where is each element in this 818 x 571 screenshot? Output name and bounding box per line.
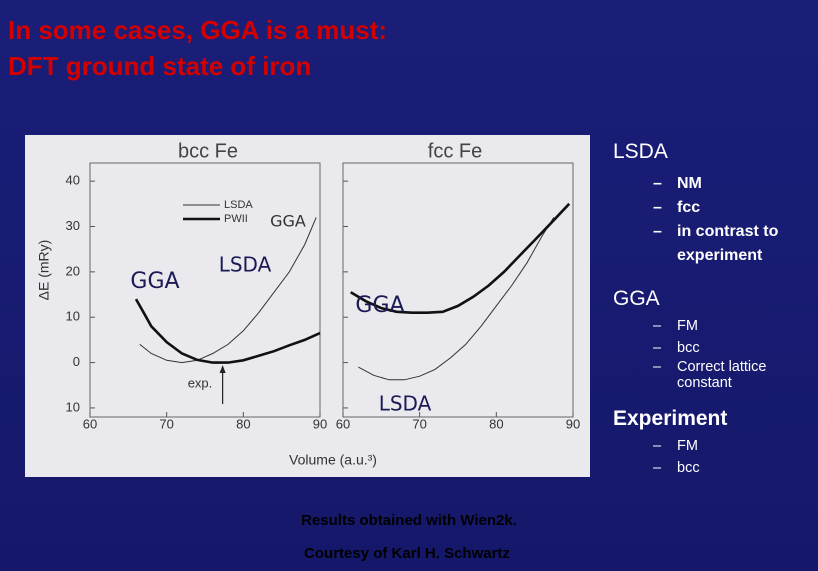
bullet-item: Correct lattice constant: [613, 359, 813, 391]
x-axis-label: Volume (a.u.³): [289, 452, 377, 468]
title-line: DFT ground state of iron: [8, 51, 312, 81]
bullet-item: bcc: [613, 457, 813, 479]
section-heading: GGA: [613, 287, 660, 310]
y-tick-label: 40: [66, 173, 80, 188]
panel-frame: [342, 162, 574, 418]
y-tick-label: 30: [66, 218, 80, 233]
annotation: LSDA: [219, 253, 272, 277]
annotation: GGA: [270, 212, 306, 231]
panel-title: fcc Fe: [428, 140, 482, 162]
bullet-item: FM: [613, 435, 813, 457]
y-axis-label: ΔE (mRy): [36, 240, 52, 301]
annotation: GGA: [130, 269, 179, 294]
bullet-item: in contrast to experiment: [613, 220, 813, 268]
y-tick-label: 10: [66, 399, 80, 414]
x-tick-label: 70: [412, 416, 426, 431]
curve: [350, 202, 571, 314]
curve: [134, 298, 321, 364]
x-tick-label: 70: [159, 416, 173, 431]
section: Experiment FMbcc: [613, 407, 813, 483]
x-tick-label: 80: [236, 416, 250, 431]
y-tick-label: 0: [73, 354, 80, 369]
exp-label: exp.: [188, 375, 213, 390]
section-items: FMbccCorrect lattice constant: [613, 315, 813, 391]
legend-label: PWII: [224, 213, 248, 225]
section-items: FMbcc: [613, 435, 813, 479]
bullet-item: fcc: [613, 196, 813, 220]
slide-title: In some cases, GGA is a must: DFT ground…: [8, 12, 387, 84]
caption: Courtesy of Karl H. Schwartz: [304, 545, 510, 562]
x-tick-label: 80: [489, 416, 503, 431]
bullet-item: FM: [613, 315, 813, 337]
legend-label: LSDA: [224, 199, 253, 211]
panel-frame: [89, 162, 321, 418]
caption: Results obtained with Wien2k.: [301, 512, 517, 529]
bullet-item: NM: [613, 172, 813, 196]
x-tick-label: 60: [336, 416, 350, 431]
curve: [139, 217, 317, 364]
y-tick-label: 20: [66, 263, 80, 278]
y-tick-label: 10: [66, 309, 80, 324]
figure-background: [25, 135, 590, 477]
annotation: LSDA: [379, 392, 432, 416]
bullet-item: bcc: [613, 337, 813, 359]
section-items: NMfccin contrast to experiment: [613, 172, 813, 268]
annotation: GGA: [355, 293, 404, 318]
section: LSDA NMfccin contrast to experiment: [613, 140, 813, 272]
x-tick-label: 90: [566, 416, 580, 431]
section-heading: LSDA: [613, 140, 668, 163]
panel-title: bcc Fe: [178, 140, 238, 162]
x-tick-label: 60: [83, 416, 97, 431]
title-line: In some cases, GGA is a must:: [8, 15, 388, 45]
section: GGA FMbccCorrect lattice constant: [613, 287, 813, 395]
x-tick-label: 90: [313, 416, 327, 431]
section-heading: Experiment: [613, 407, 728, 430]
exp-arrowhead: [219, 365, 226, 373]
curve: [358, 217, 555, 381]
